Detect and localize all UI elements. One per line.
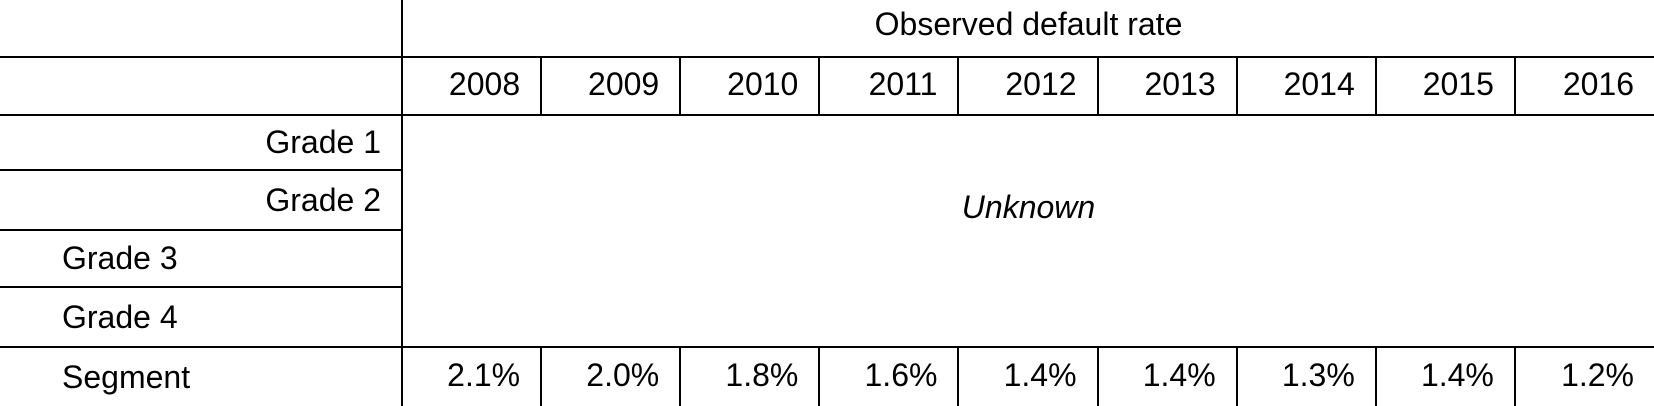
grade-1-row: Grade 1 Unknown	[0, 115, 1654, 348]
segment-value-2014: 1.3%	[1235, 347, 1376, 406]
corner-cell	[0, 0, 403, 58]
year-header-2013: 2013	[1096, 57, 1237, 116]
grade-2-row: Grade 2	[0, 170, 1654, 231]
header-row: Observed default rate	[0, 0, 1654, 58]
year-header-2014: 2014	[1235, 57, 1376, 116]
segment-value-2009: 2.0%	[540, 347, 681, 406]
segment-row: Segment 2.1% 2.0% 1.8% 1.6% 1.4% 1.4% 1.…	[0, 347, 1654, 406]
grade-3-label: Grade 3	[0, 230, 403, 288]
segment-value-2012: 1.4%	[957, 347, 1098, 406]
year-header-2011: 2011	[818, 57, 959, 116]
segment-value-2011: 1.6%	[818, 347, 959, 406]
year-header-2009: 2009	[540, 57, 681, 116]
year-header-2008: 2008	[400, 57, 542, 116]
grade-3-row: Grade 3	[0, 230, 1654, 288]
segment-value-2015: 1.4%	[1374, 347, 1515, 406]
observed-default-rate-header: Observed default rate	[402, 0, 1654, 58]
grade-4-row: Grade 4	[0, 287, 1654, 348]
year-row-label-cell	[0, 57, 403, 116]
segment-value-2013: 1.4%	[1096, 347, 1237, 406]
segment-label: Segment	[0, 347, 403, 406]
segment-value-2008: 2.1%	[400, 347, 542, 406]
grade-4-label: Grade 4	[0, 287, 403, 348]
grade-1-label: Grade 1	[0, 115, 403, 171]
unknown-merged-cell: Unknown	[402, 115, 1654, 348]
year-header-2010: 2010	[679, 57, 820, 116]
grade-2-label: Grade 2	[0, 170, 403, 231]
year-header-row: 2008 2009 2010 2011 2012 2013 2014 2015 …	[0, 57, 1654, 116]
year-header-2016: 2016	[1513, 57, 1654, 116]
segment-value-2010: 1.8%	[679, 347, 820, 406]
year-header-2015: 2015	[1374, 57, 1515, 116]
year-header-2012: 2012	[957, 57, 1098, 116]
segment-value-2016: 1.2%	[1513, 347, 1654, 406]
